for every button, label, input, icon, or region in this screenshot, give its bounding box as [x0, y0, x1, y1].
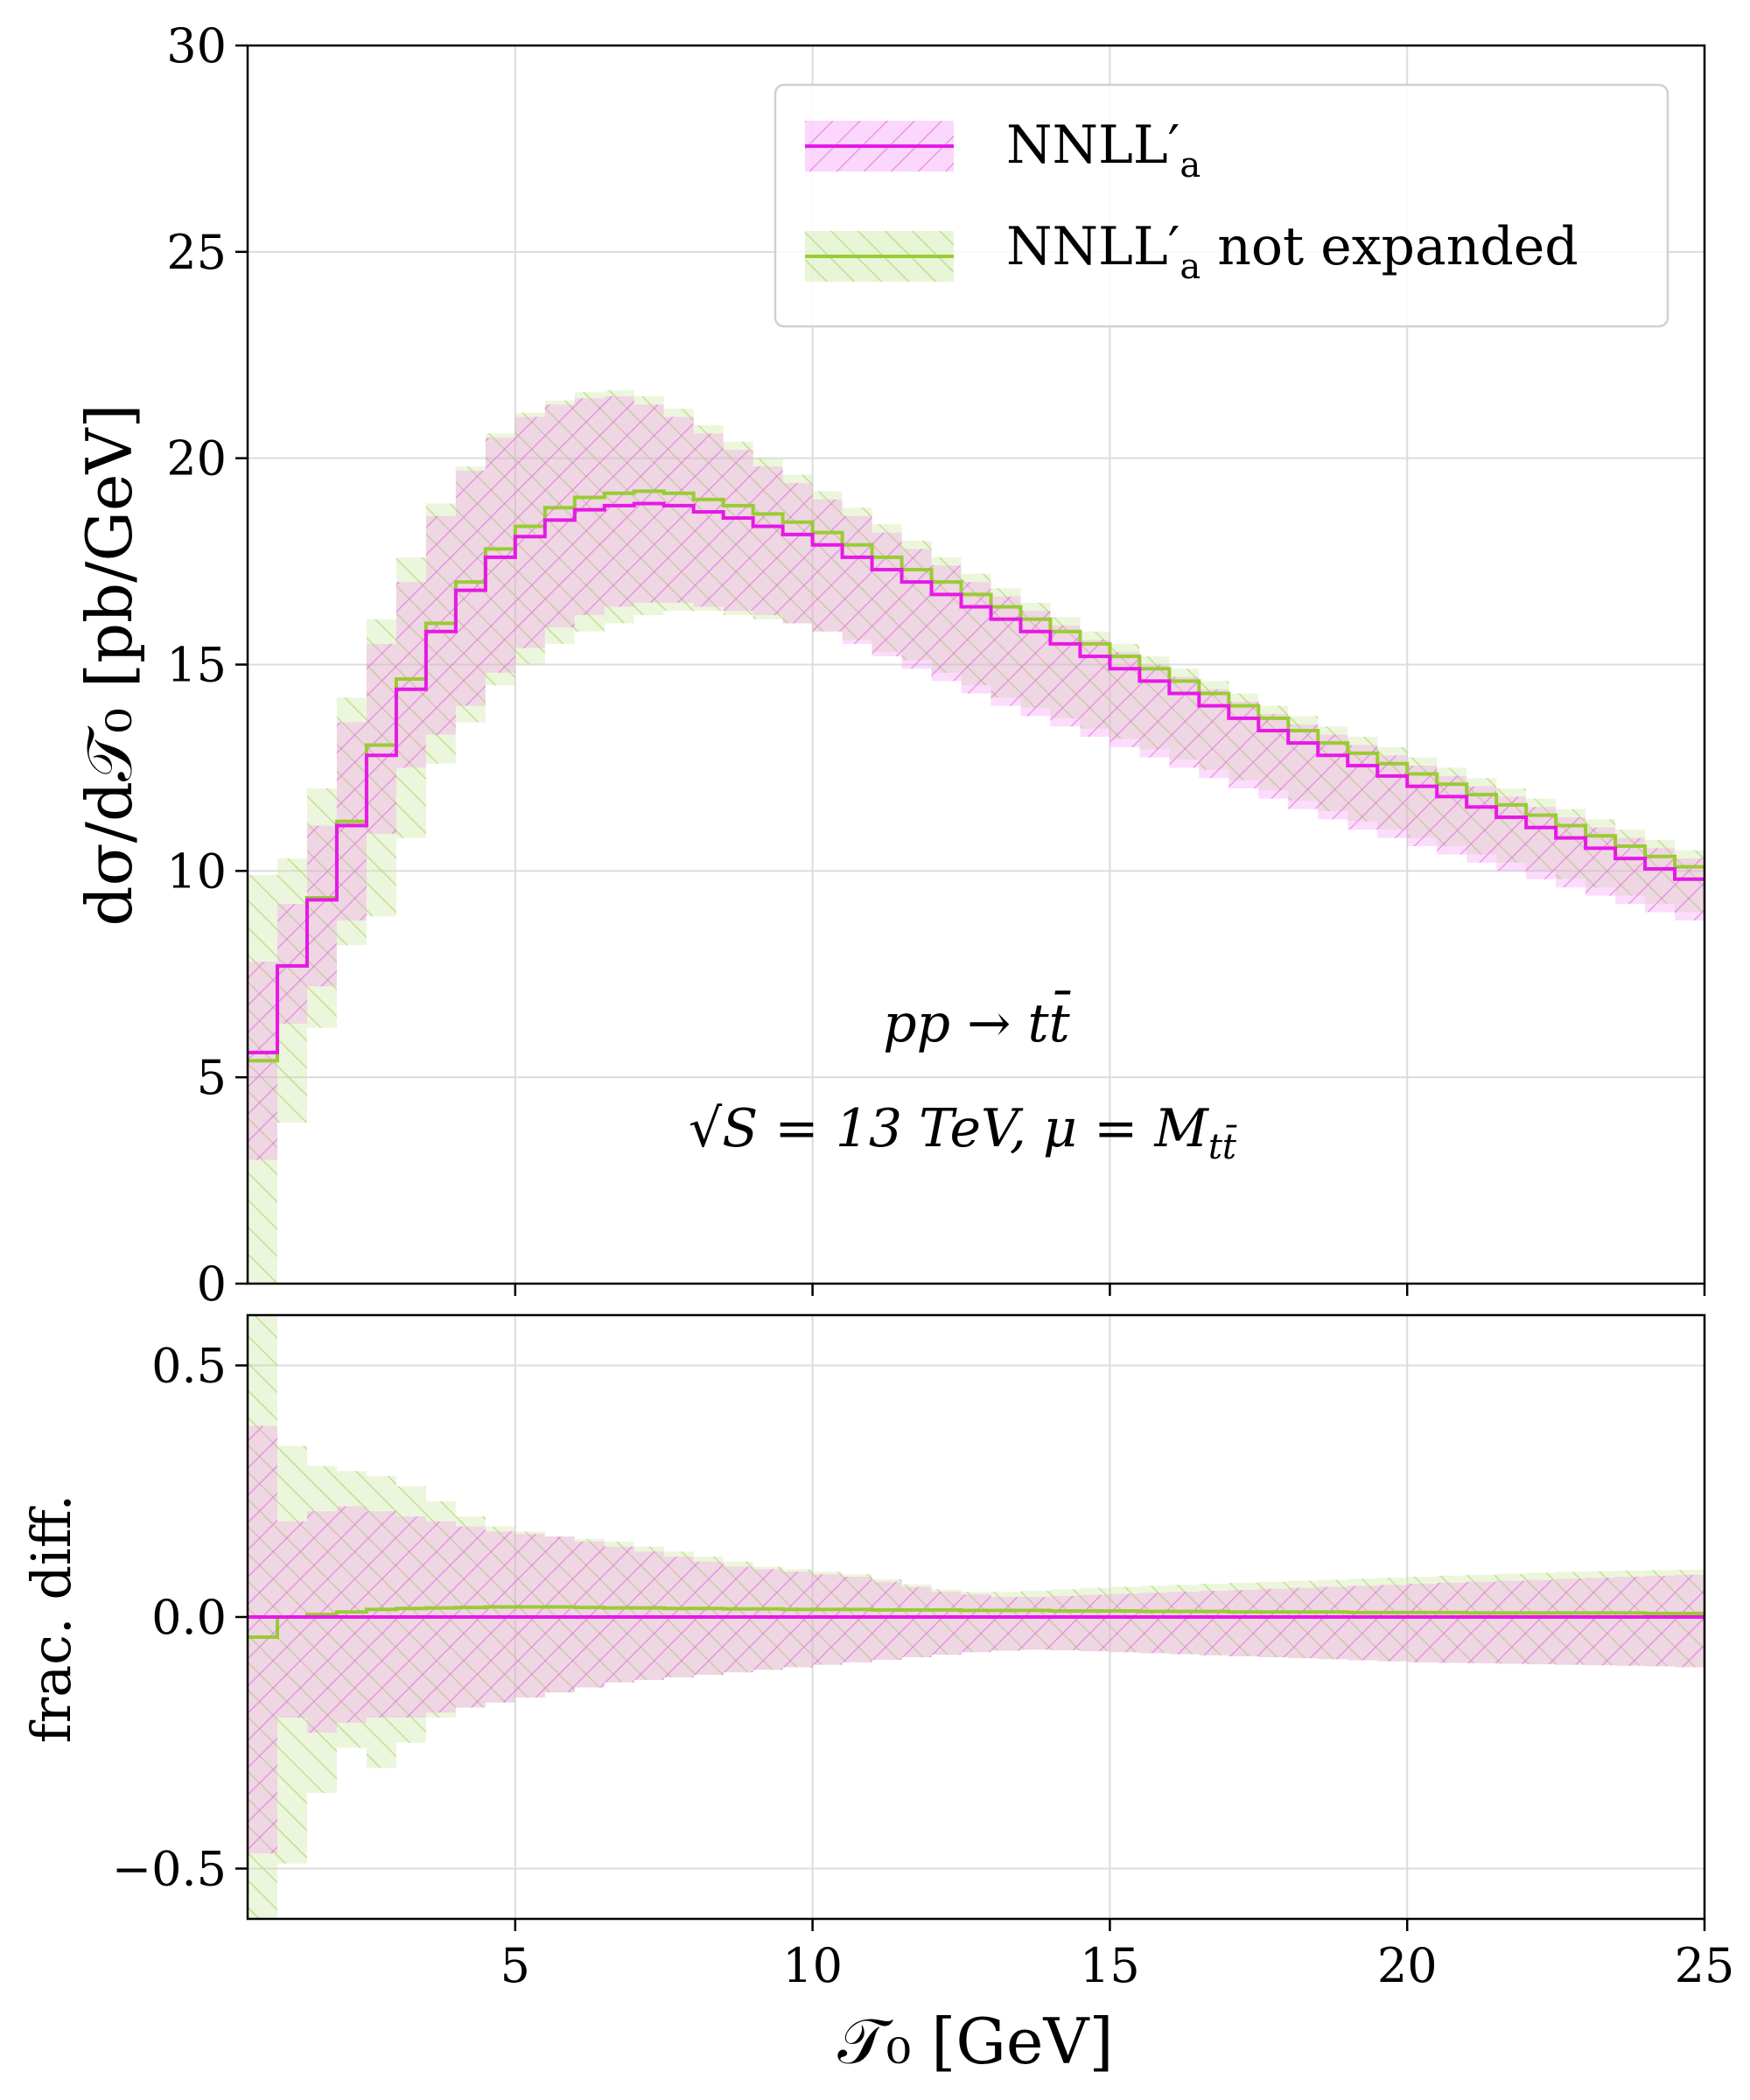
- uncertainty-hatch-0: [248, 1425, 1704, 1854]
- y-tick-label: 20: [166, 431, 227, 486]
- central-line-0: [248, 501, 1704, 1054]
- main-lines: [248, 489, 1704, 1063]
- main-y-axis-title: dσ/d𝒯₀ [pb/GeV]: [73, 403, 146, 926]
- y-tick-label: 30: [166, 18, 227, 74]
- ratio-y-axis-title: frac. diff.: [19, 1494, 83, 1744]
- y-tick-label: −0.5: [112, 1842, 227, 1897]
- annotation-energy-sub: tt̄: [1208, 1124, 1238, 1167]
- legend-label-nnll-not-expanded: NNLL′a not expanded: [1006, 216, 1578, 287]
- legend: NNLL′a NNLL′a not expanded: [774, 83, 1670, 328]
- uncertainty-hatch-1: [248, 389, 1704, 1284]
- y-tick-label: 0.5: [151, 1339, 227, 1394]
- x-tick-label: 10: [782, 1938, 843, 1993]
- ratio-x-ticks: 5 10 15 20 25: [500, 1919, 1735, 1993]
- legend-entry-nnll-not-expanded: NNLL′a not expanded: [805, 216, 1578, 287]
- main-panel: 0 5 10 15 20 25 30 dσ/d𝒯₀ [pb/GeV] pp → tt̄ √S…: [73, 18, 1706, 1312]
- central-line-1: [248, 1605, 1704, 1639]
- ratio-y-ticks: −0.5 0.0 0.5: [112, 1339, 248, 1897]
- central-line-1: [248, 489, 1704, 1063]
- annotation-energy: √S = 13 TeV, μ = Mtt̄: [689, 1098, 1237, 1167]
- x-tick-label: 15: [1080, 1938, 1140, 1993]
- x-axis-title: 𝒯₀ [GeV]: [837, 2005, 1113, 2078]
- y-tick-label: 10: [166, 844, 227, 899]
- legend-label-nnll-sub: a: [1180, 145, 1200, 186]
- y-tick-label: 0: [197, 1256, 227, 1312]
- y-tick-label: 25: [166, 225, 227, 280]
- y-tick-label: 5: [197, 1050, 227, 1105]
- legend-label-nnll: NNLL′a: [1006, 115, 1200, 186]
- legend-label-ne-sub: a: [1180, 247, 1200, 287]
- legend-frame: [774, 83, 1670, 328]
- legend-entry-nnll: NNLL′a: [805, 115, 1200, 186]
- legend-label-ne-suffix: not expanded: [1200, 216, 1578, 277]
- main-bands: [248, 389, 1704, 1284]
- main-y-ticks: 0 5 10 15 20 25 30: [166, 18, 1706, 1312]
- x-tick-label: 20: [1377, 1938, 1438, 1993]
- ratio-panel: −0.5 0.0 0.5 5 10 15 20 25 frac. diff. 𝒯₀ [GeV…: [19, 1313, 1735, 2078]
- uncertainty-hatch-0: [248, 396, 1704, 1160]
- y-tick-label: 15: [166, 638, 227, 693]
- legend-label-ne-main: NNLL′: [1006, 216, 1180, 277]
- annotation-energy-main: √S = 13 TeV, μ = M: [689, 1098, 1209, 1159]
- annotation-process: pp → tt̄: [883, 990, 1071, 1054]
- x-tick-label: 5: [500, 1938, 530, 1993]
- ratio-lines: [248, 1605, 1704, 1639]
- legend-label-nnll-main: NNLL′: [1006, 115, 1180, 176]
- y-tick-label: 0.0: [151, 1590, 227, 1645]
- x-tick-label: 25: [1675, 1938, 1735, 1993]
